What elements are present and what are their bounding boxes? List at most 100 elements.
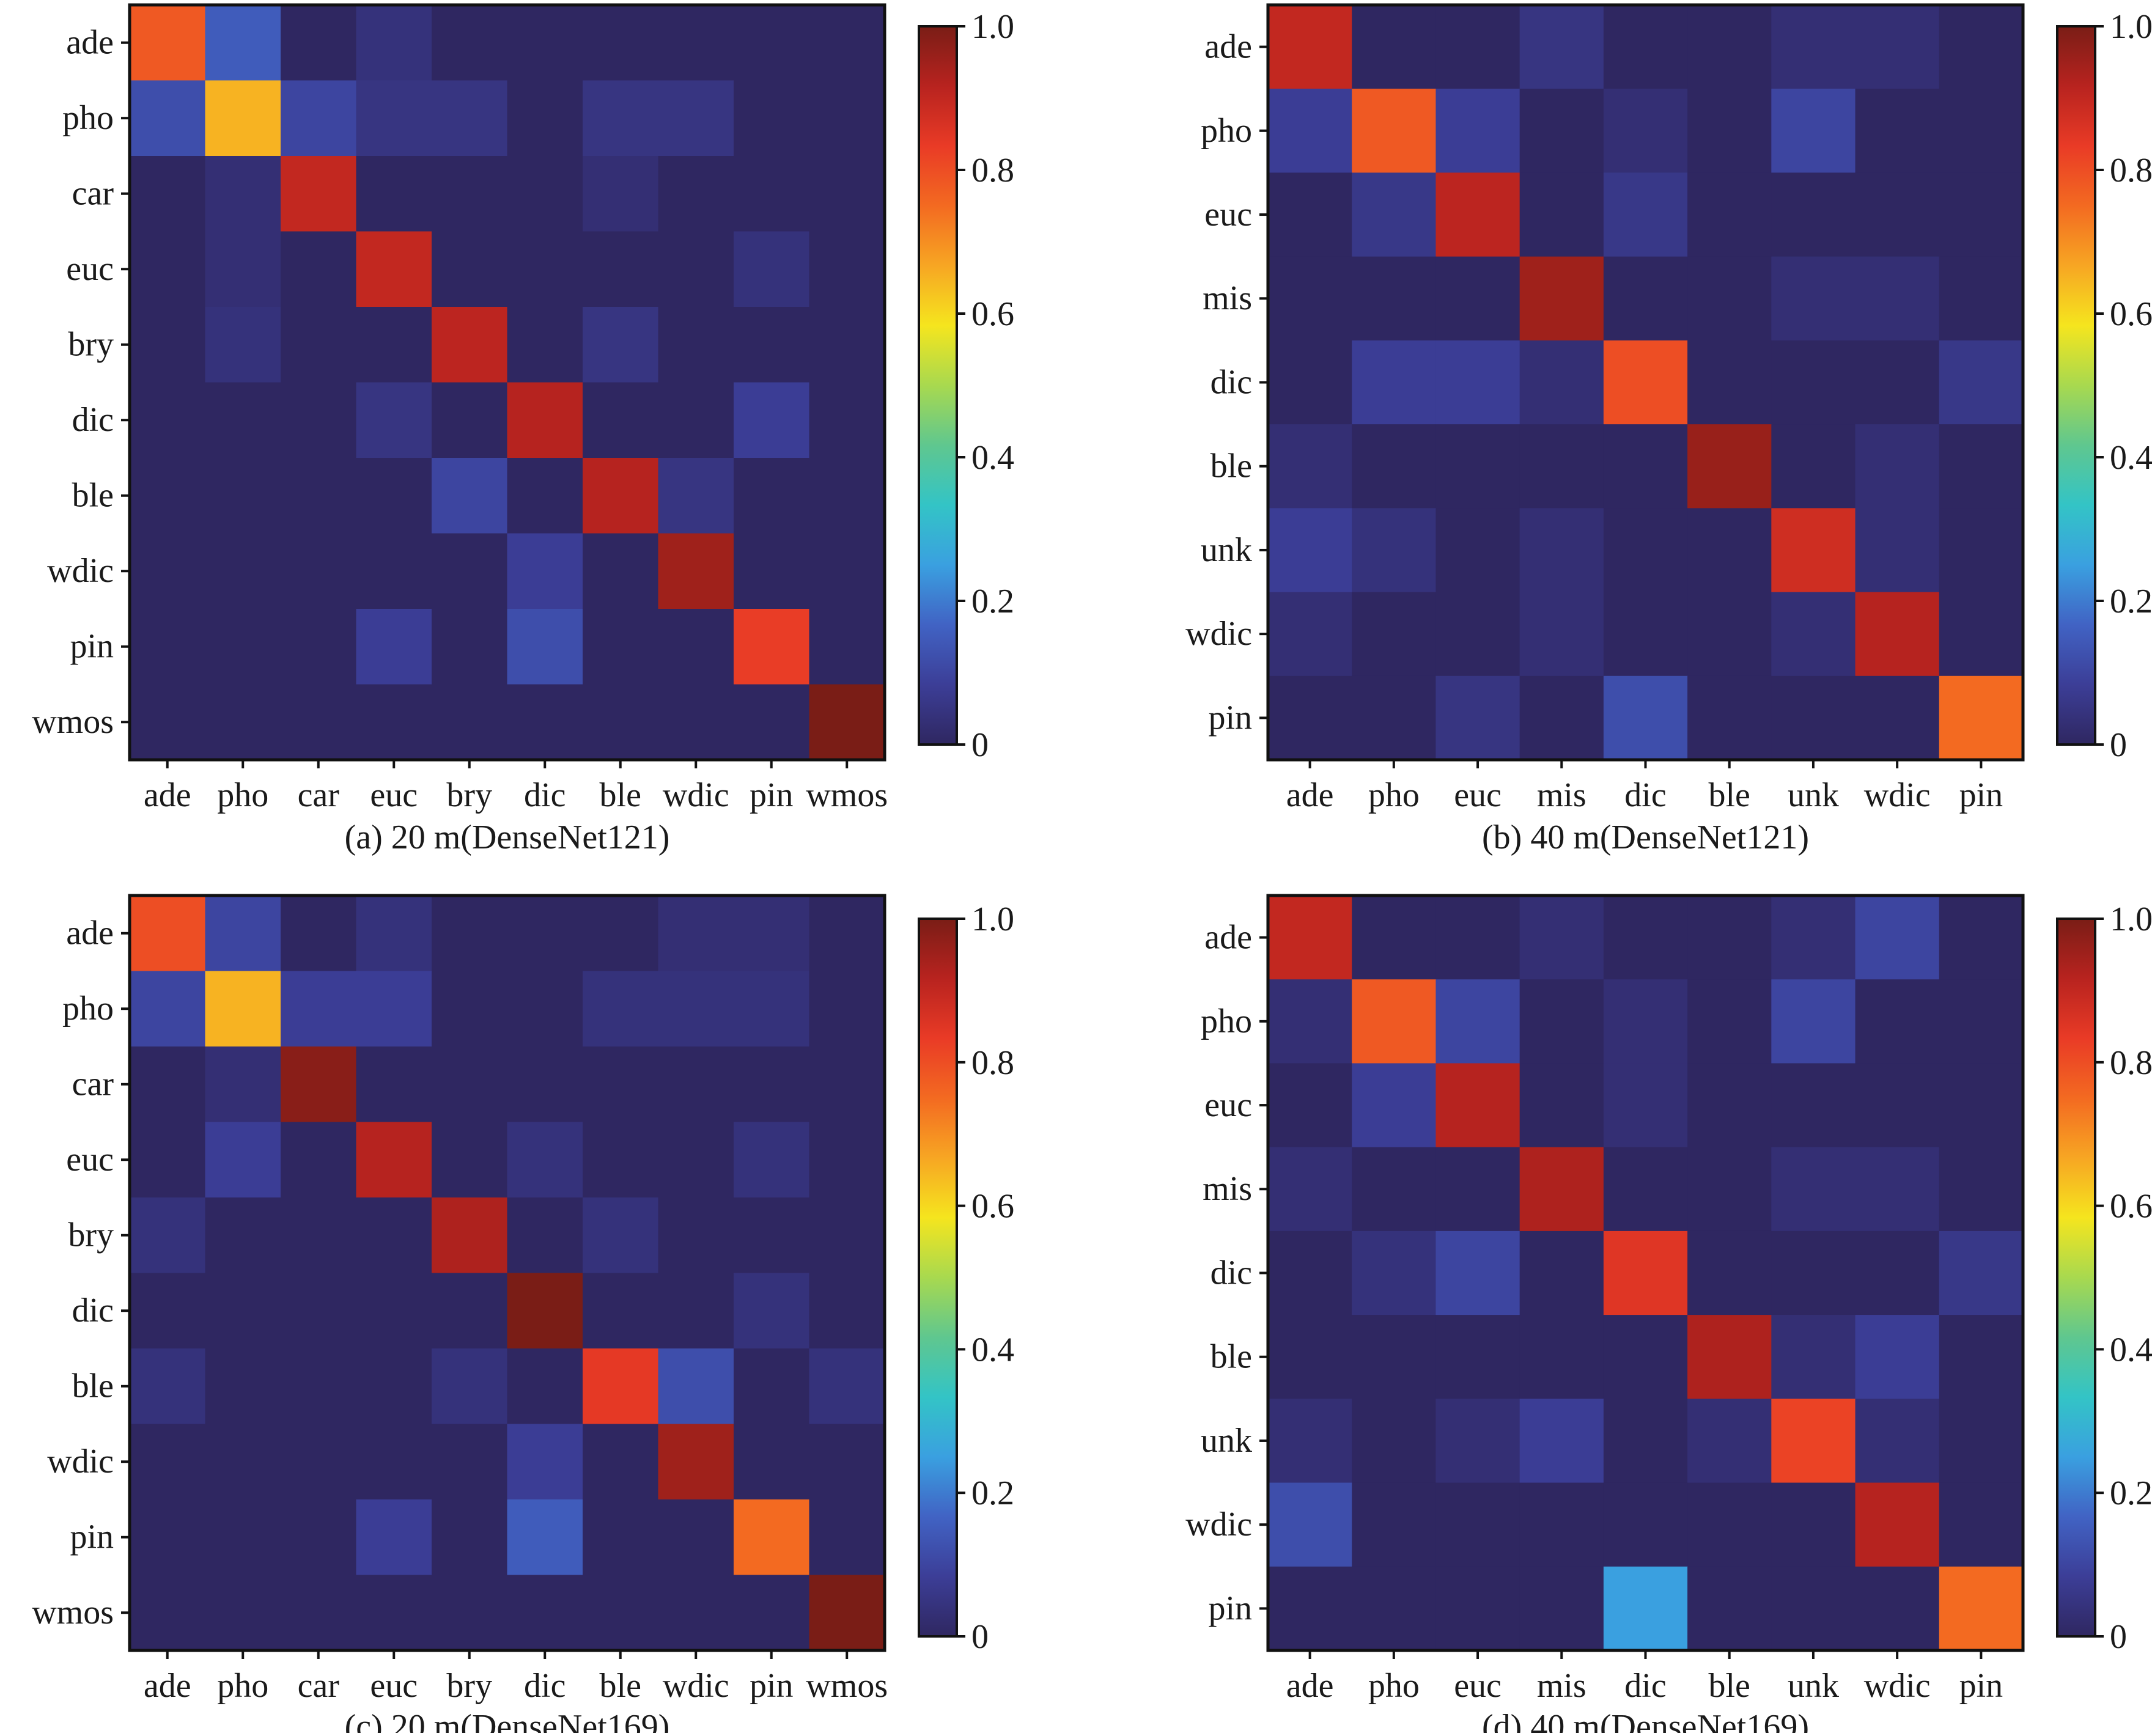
heatmap-cell xyxy=(1435,1063,1520,1148)
panel-caption: (c) 20 m(DenseNet169) xyxy=(345,1708,670,1733)
heatmap-cell xyxy=(1939,1566,2024,1651)
heatmap-cell xyxy=(281,971,357,1047)
heatmap-cell xyxy=(281,382,357,458)
heatmap-cell xyxy=(432,156,508,232)
heatmap-cell xyxy=(1771,340,1856,425)
heatmap-cell xyxy=(1771,1399,1856,1484)
heatmap-cell xyxy=(1435,1566,1520,1651)
heatmap-cell xyxy=(205,5,281,81)
x-tick-label: pin xyxy=(1959,1667,2003,1705)
heatmap-cell xyxy=(356,1499,432,1576)
heatmap-cell xyxy=(809,609,885,685)
y-tick-label: pin xyxy=(1208,1589,1252,1627)
heatmap-cell xyxy=(1855,896,1940,980)
heatmap-cell xyxy=(1855,1399,1940,1484)
x-tick-label: pho xyxy=(217,776,268,814)
heatmap-cell xyxy=(1268,1399,1352,1484)
panel-b-40m-densenet121: adeadephophoeuceucmismisdicdicblebleunku… xyxy=(1185,3,2152,856)
heatmap-cell xyxy=(1603,1230,1688,1315)
heatmap-cell xyxy=(1268,675,1352,760)
heatmap-cell xyxy=(1939,172,2024,257)
heatmap-cell xyxy=(1519,1063,1604,1148)
heatmap-cell xyxy=(1939,1315,2024,1399)
heatmap-cell xyxy=(1603,172,1688,257)
y-tick-label: ble xyxy=(1210,1338,1252,1376)
x-tick-label: dic xyxy=(1624,1667,1666,1705)
colorbar-tick-label: 1.0 xyxy=(2110,900,2152,938)
heatmap-cell xyxy=(1771,1147,1856,1232)
colorbar-tick-label: 1.0 xyxy=(971,900,1014,938)
panel-a-20m-densenet121: adeadephophocarcareuceucbrybrydicdicbleb… xyxy=(32,3,1014,856)
heatmap-cell xyxy=(130,1273,206,1349)
colorbar-tick-label: 0.8 xyxy=(971,152,1014,189)
heatmap-cell xyxy=(1519,896,1604,980)
heatmap-cell xyxy=(507,5,583,81)
heatmap-cell xyxy=(1352,1399,1437,1484)
heatmap-cell xyxy=(734,1273,810,1349)
heatmap-cell xyxy=(734,382,810,458)
heatmap-cell xyxy=(1268,172,1352,257)
heatmap-cell xyxy=(583,896,659,972)
heatmap-cell xyxy=(1855,256,1940,341)
colorbar-tick-label: 0 xyxy=(971,1618,989,1656)
heatmap-cell xyxy=(734,156,810,232)
heatmap-cell xyxy=(130,231,206,307)
colorbar-tick-label: 0.4 xyxy=(2110,1331,2152,1369)
heatmap-cell xyxy=(734,458,810,534)
heatmap-cell xyxy=(734,1046,810,1123)
heatmap-cell xyxy=(356,156,432,232)
heatmap-cell xyxy=(809,533,885,609)
heatmap-cell xyxy=(1771,5,1856,89)
heatmap-cell xyxy=(281,458,357,534)
heatmap-cell xyxy=(1939,424,2024,509)
heatmap-cell xyxy=(130,1122,206,1198)
heatmap-cell xyxy=(1687,896,1772,980)
heatmap-cell xyxy=(658,231,734,307)
heatmap-cell xyxy=(356,80,432,156)
x-tick-label: bry xyxy=(446,776,492,814)
heatmap-cell xyxy=(1939,592,2024,677)
heatmap-cell xyxy=(734,971,810,1047)
colorbar-tick-label: 0.6 xyxy=(2110,295,2152,333)
heatmap-cell xyxy=(658,1273,734,1349)
heatmap-cell xyxy=(130,1575,206,1651)
heatmap-cell xyxy=(1519,592,1604,677)
y-tick-label: ble xyxy=(72,1367,114,1405)
panel-d-40m-densenet169: adeadephophoeuceucmismisdicdicblebleunku… xyxy=(1185,894,2152,1736)
heatmap-cell xyxy=(1519,1399,1604,1484)
heatmap-cell xyxy=(130,971,206,1047)
heatmap-cell xyxy=(205,609,281,685)
heatmap-cell xyxy=(734,1424,810,1500)
x-tick-label: euc xyxy=(370,1667,418,1705)
heatmap-cell xyxy=(507,1122,583,1198)
y-tick-label: ade xyxy=(1204,28,1252,66)
y-tick-label: mis xyxy=(1203,1170,1252,1208)
panel-caption: (a) 20 m(DenseNet121) xyxy=(345,818,670,856)
heatmap-cell xyxy=(205,896,281,972)
heatmap-cell xyxy=(281,684,357,760)
heatmap-cell xyxy=(1855,5,1940,89)
x-tick-label: car xyxy=(298,776,340,814)
heatmap-cell xyxy=(1352,508,1437,593)
heatmap-cell xyxy=(356,1348,432,1425)
heatmap-cell xyxy=(658,1122,734,1198)
heatmap-cell xyxy=(507,684,583,760)
heatmap-cell xyxy=(1855,89,1940,174)
x-tick-label: wmos xyxy=(806,1667,888,1705)
heatmap-cell xyxy=(356,1273,432,1349)
heatmap-cell xyxy=(658,1046,734,1123)
heatmap-cell xyxy=(205,307,281,383)
heatmap-cell xyxy=(658,1575,734,1651)
heatmap-cell xyxy=(507,307,583,383)
heatmap-cell xyxy=(734,5,810,81)
heatmap-cell xyxy=(1939,1147,2024,1232)
heatmap-cell xyxy=(1268,340,1352,425)
heatmap-cell xyxy=(1603,1482,1688,1567)
heatmap-cell xyxy=(583,1273,659,1349)
heatmap-cell xyxy=(1687,256,1772,341)
heatmap-cell xyxy=(1603,1566,1688,1651)
heatmap-cell xyxy=(1687,675,1772,760)
heatmap-cell xyxy=(356,458,432,534)
heatmap-cell xyxy=(1687,5,1772,89)
heatmap-cell xyxy=(809,156,885,232)
